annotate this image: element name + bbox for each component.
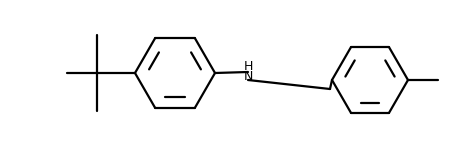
Text: N: N	[243, 69, 252, 82]
Text: H: H	[243, 60, 252, 73]
